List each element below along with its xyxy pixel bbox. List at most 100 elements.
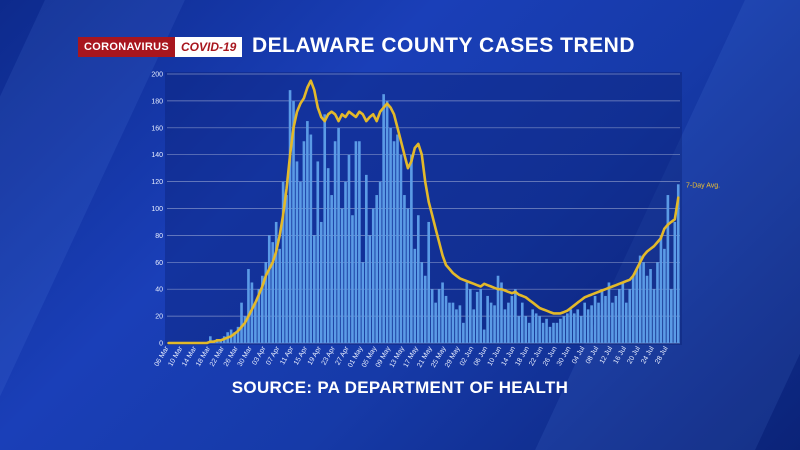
bar xyxy=(274,221,278,343)
y-tick-label: 160 xyxy=(151,125,163,132)
bar xyxy=(250,282,254,343)
bar xyxy=(312,235,316,343)
bar xyxy=(486,295,489,343)
bar xyxy=(500,282,503,343)
bar xyxy=(371,208,375,343)
bar xyxy=(247,269,250,343)
bar xyxy=(333,141,337,343)
bar xyxy=(493,305,496,343)
bar xyxy=(361,262,365,343)
bar xyxy=(562,316,566,343)
y-tick-label: 40 xyxy=(155,287,163,294)
bar xyxy=(243,316,247,343)
bar xyxy=(548,326,552,343)
bar xyxy=(378,181,382,343)
bar xyxy=(392,141,396,343)
bar xyxy=(534,313,538,343)
chart-title: DELAWARE COUNTY CASES TREND xyxy=(252,34,635,57)
bar xyxy=(364,174,368,343)
bar xyxy=(666,195,670,343)
seven-day-average-label: 7-Day Avg. xyxy=(686,183,720,190)
x-tick-label: 30 Mar xyxy=(237,345,254,368)
bar xyxy=(326,168,330,343)
bar xyxy=(337,127,340,343)
bar xyxy=(375,195,379,343)
bar xyxy=(389,127,392,343)
bar xyxy=(306,121,309,343)
bar xyxy=(410,154,413,343)
bar xyxy=(583,302,586,343)
bar xyxy=(406,208,410,343)
bar xyxy=(323,114,327,343)
bar xyxy=(586,309,590,343)
bar xyxy=(673,221,677,343)
bar xyxy=(569,309,573,343)
x-tick-label: 28 Jul xyxy=(654,345,670,365)
bar xyxy=(642,262,645,343)
y-tick-label: 120 xyxy=(151,179,163,186)
bar xyxy=(330,195,333,343)
bar xyxy=(441,282,444,343)
bar xyxy=(455,309,458,343)
y-tick-label: 80 xyxy=(155,233,163,240)
bar xyxy=(420,262,424,343)
bar xyxy=(240,302,243,343)
bar xyxy=(430,289,434,343)
bar xyxy=(576,309,580,343)
bar xyxy=(267,235,271,343)
bar xyxy=(278,248,281,343)
bar xyxy=(631,275,635,343)
y-tick-label: 20 xyxy=(155,314,163,321)
bar xyxy=(465,282,469,343)
bar xyxy=(618,289,621,343)
bar xyxy=(236,326,240,343)
topic-tag-coronavirus: CORONAVIRUS xyxy=(78,37,175,57)
y-tick-label: 100 xyxy=(151,206,163,213)
bar xyxy=(482,329,486,343)
bar xyxy=(271,242,275,343)
bar xyxy=(652,289,656,343)
bar xyxy=(475,291,479,343)
bar xyxy=(524,316,528,343)
bar xyxy=(555,322,559,343)
y-tick-label: 60 xyxy=(155,260,163,267)
bar xyxy=(527,322,531,343)
bar xyxy=(659,235,663,343)
bar xyxy=(496,275,500,343)
bar xyxy=(413,248,417,343)
bar xyxy=(538,316,541,343)
bar xyxy=(472,309,476,343)
x-tick-label: 30 Jun xyxy=(556,345,573,367)
bar xyxy=(382,94,385,343)
bar xyxy=(368,235,372,343)
bar xyxy=(676,184,680,343)
bar xyxy=(319,221,323,343)
bar xyxy=(628,289,632,343)
y-tick-label: 140 xyxy=(151,152,163,159)
source-caption: SOURCE: PA DEPARTMENT OF HEALTH xyxy=(231,378,569,397)
bar xyxy=(209,336,212,343)
bar xyxy=(344,181,347,343)
bar xyxy=(545,318,548,343)
bar xyxy=(302,141,306,343)
bar xyxy=(254,302,257,343)
bar xyxy=(520,302,524,343)
bar xyxy=(292,100,295,344)
bar xyxy=(451,302,455,343)
bar xyxy=(444,295,448,343)
bar xyxy=(427,221,431,343)
bar xyxy=(566,313,569,343)
y-tick-label: 200 xyxy=(151,72,163,79)
bar xyxy=(299,181,302,343)
bar xyxy=(624,302,628,343)
bar xyxy=(316,161,320,343)
bar xyxy=(614,295,618,343)
bar xyxy=(514,289,517,343)
bar xyxy=(261,275,264,343)
topic-tag: CORONAVIRUS COVID-19 xyxy=(78,36,243,58)
bar xyxy=(590,305,593,343)
bar xyxy=(559,318,562,343)
topic-tag-covid19: COVID-19 xyxy=(175,37,243,57)
bar xyxy=(552,322,555,343)
bar xyxy=(517,316,521,343)
